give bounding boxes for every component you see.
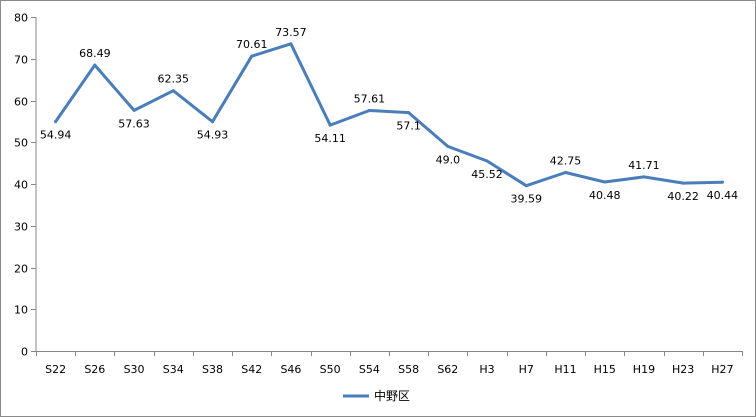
data-point xyxy=(603,180,607,184)
y-tick-label: 70 xyxy=(14,54,28,67)
x-tick-label: H19 xyxy=(633,363,655,376)
data-labels: 54.94 68.49 57.63 62.35 54.93 70.61 73.57 54.11… xyxy=(40,26,738,206)
x-tick-label: S54 xyxy=(359,363,380,376)
y-tick-label: 80 xyxy=(14,12,28,25)
data-label: 62.35 xyxy=(158,73,190,86)
data-point xyxy=(564,171,567,175)
data-point xyxy=(446,144,450,148)
x-tick-label: S50 xyxy=(320,363,341,376)
x-tick-label: H7 xyxy=(519,363,534,376)
data-label: 41.71 xyxy=(628,159,660,172)
data-point xyxy=(132,108,136,112)
data-point xyxy=(211,120,214,124)
series-group xyxy=(54,42,724,188)
y-axis: 0 10 20 30 40 50 60 70 80 xyxy=(14,12,37,359)
data-label: 40.48 xyxy=(589,189,621,202)
data-label: 54.94 xyxy=(40,129,72,142)
data-label: 42.75 xyxy=(550,155,582,168)
data-point xyxy=(250,54,254,58)
legend-label: 中野区 xyxy=(374,388,410,403)
data-label: 40.44 xyxy=(707,189,739,202)
x-tick-label: S38 xyxy=(202,363,223,376)
data-point xyxy=(642,175,646,179)
y-tick-label: 20 xyxy=(14,263,28,276)
y-tick-label: 10 xyxy=(14,304,28,317)
data-label: 57.63 xyxy=(118,117,150,130)
y-tick-label: 60 xyxy=(14,96,28,109)
x-tick-label: H27 xyxy=(711,363,733,376)
data-point xyxy=(171,89,175,93)
x-tick-label: H23 xyxy=(672,363,694,376)
data-point xyxy=(720,180,724,184)
data-label: 68.49 xyxy=(79,47,111,60)
data-label: 57.61 xyxy=(354,92,386,105)
data-label: 73.57 xyxy=(275,26,307,39)
x-tick-label: S42 xyxy=(241,363,262,376)
x-tick-label: S34 xyxy=(163,363,184,376)
x-tick-label: S62 xyxy=(437,363,458,376)
x-tick-label: S26 xyxy=(84,363,105,376)
x-tick-label: H3 xyxy=(479,363,494,376)
data-point xyxy=(54,120,58,124)
data-label: 54.93 xyxy=(197,129,229,142)
data-point xyxy=(485,159,489,163)
data-label: 49.0 xyxy=(436,153,461,166)
x-tick-label: S46 xyxy=(280,363,301,376)
data-label: 54.11 xyxy=(314,132,346,145)
y-tick-label: 0 xyxy=(21,346,28,359)
y-tick-label: 40 xyxy=(14,179,28,192)
series-line xyxy=(54,42,724,188)
x-tick-label: S30 xyxy=(124,363,145,376)
data-label: 40.22 xyxy=(667,190,699,203)
y-tick-label: 50 xyxy=(14,137,28,150)
x-tick-label: H11 xyxy=(554,363,576,376)
data-point xyxy=(681,181,685,185)
data-point xyxy=(524,184,528,188)
data-point xyxy=(328,123,332,127)
data-label: 70.61 xyxy=(236,38,268,51)
data-label: 39.59 xyxy=(511,193,543,206)
x-axis: S22 S26 S30 S34 S38 S42 S46 S50 S54 S58 S62 H3 H7 H11… xyxy=(36,351,743,376)
data-point xyxy=(289,42,293,46)
data-point xyxy=(407,111,411,115)
data-label: 57.1 xyxy=(396,120,421,133)
x-tick-label: S58 xyxy=(398,363,419,376)
data-point xyxy=(93,63,97,67)
data-point xyxy=(367,108,371,112)
data-label: 45.52 xyxy=(471,168,503,181)
legend: 中野区 xyxy=(343,388,410,403)
x-tick-label: S22 xyxy=(45,363,66,376)
y-tick-label: 30 xyxy=(14,221,28,234)
x-tick-label: H15 xyxy=(594,363,616,376)
